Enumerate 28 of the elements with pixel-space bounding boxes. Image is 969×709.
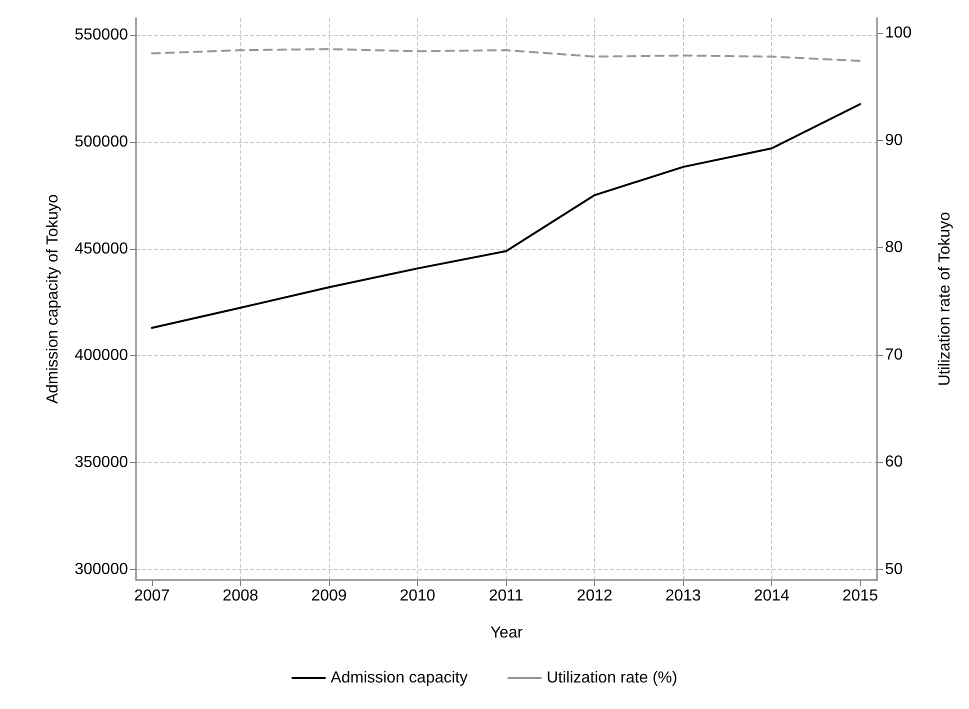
x-axis-title: Year [490, 624, 524, 642]
x-tick-label: 2007 [134, 588, 170, 604]
y2-tick-label: 50 [885, 560, 903, 578]
x-tick-label: 2012 [576, 588, 612, 604]
line-series [150, 103, 862, 329]
x-tick-label: 2015 [842, 588, 878, 604]
x-tick-label: 2010 [400, 588, 436, 604]
y2-tick-label: 80 [885, 239, 903, 256]
y2-tick-label: 70 [885, 346, 903, 364]
y-axis-title: Admission capacity of Tokuyo [44, 194, 62, 404]
y2-tick-label: 60 [885, 454, 903, 471]
line-series [150, 48, 862, 62]
y-tick-label: 350000 [74, 454, 128, 471]
y-tick-label: 550000 [74, 26, 128, 44]
x-tick-label: 2013 [665, 588, 702, 604]
legend-label: Utilization rate (%) [546, 670, 678, 686]
y-tick-label: 400000 [74, 347, 128, 364]
x-tick-label: 2008 [222, 588, 258, 604]
legend-label: Admission capacity [330, 670, 468, 686]
x-tick-label: 2009 [311, 588, 347, 604]
y-tick-label: 300000 [74, 560, 128, 578]
y2-tick-label: 100 [885, 24, 912, 42]
y-tick-label: 450000 [74, 240, 128, 258]
x-tick-label: 2011 [488, 588, 524, 604]
x-tick-label: 2014 [754, 588, 790, 604]
y2-axis-title: Utilization rate of Tokuyo [936, 212, 954, 386]
y-tick-label: 500000 [74, 133, 128, 150]
y2-tick-label: 90 [885, 132, 903, 149]
